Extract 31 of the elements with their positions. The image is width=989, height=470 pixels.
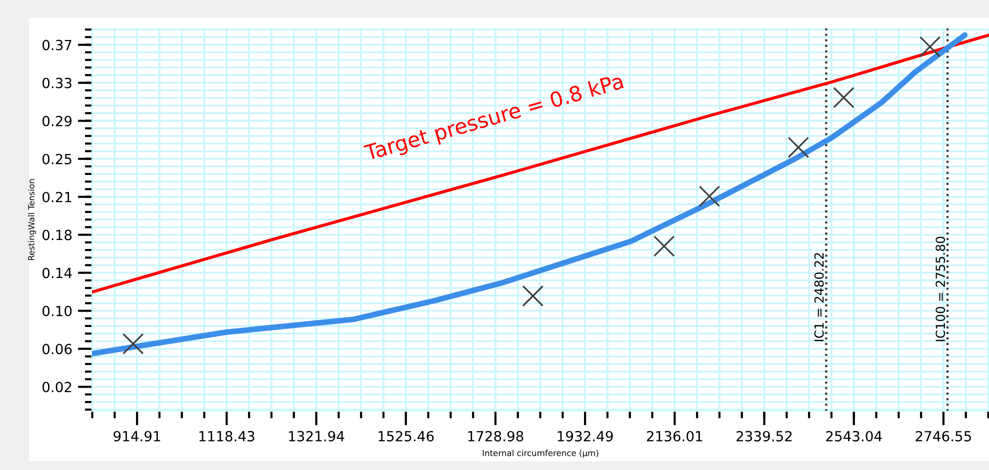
x-tick-label: 1321.94 [289, 430, 344, 442]
point [522, 285, 544, 307]
x-tick-label: 2136.01 [646, 430, 702, 442]
x-tick-label: 1932.49 [558, 430, 613, 442]
x-tick-label: 1118.43 [199, 430, 254, 442]
x-tick-label: 2746.55 [916, 430, 971, 442]
y-tick-label: 0.10 [42, 306, 72, 316]
ref-line-label: IC100 = 2755.80 [936, 236, 946, 342]
x-tick-label: 1728.98 [468, 430, 524, 442]
point [788, 136, 810, 158]
y-tick-label: 0.02 [42, 382, 72, 392]
x-tick-label: 1525.46 [378, 430, 434, 442]
ref-line-label: IC1 = 2480.22 [814, 253, 824, 342]
y-tick-label: 0.14 [42, 268, 72, 278]
x-tick-label: 2339.52 [736, 430, 792, 442]
x-tick-label: 914.91 [114, 430, 160, 442]
point [833, 86, 854, 108]
point [698, 186, 720, 207]
x-axis-title: Internal circumference (µm) [482, 450, 598, 458]
point [919, 36, 941, 58]
point [653, 235, 675, 257]
y-tick-label: 0.25 [42, 154, 72, 164]
y-tick-label: 0.29 [42, 116, 72, 126]
x-tick-label: 2543.04 [826, 430, 882, 442]
y-tick-label: 0.33 [42, 78, 72, 88]
y-tick-label: 0.37 [42, 40, 72, 50]
y-tick-label: 0.06 [42, 344, 72, 354]
y-tick-label: 0.18 [42, 230, 72, 240]
y-axis-title: RestingWall Tension [28, 179, 36, 260]
y-tick-label: 0.21 [42, 192, 72, 202]
point [122, 333, 144, 354]
